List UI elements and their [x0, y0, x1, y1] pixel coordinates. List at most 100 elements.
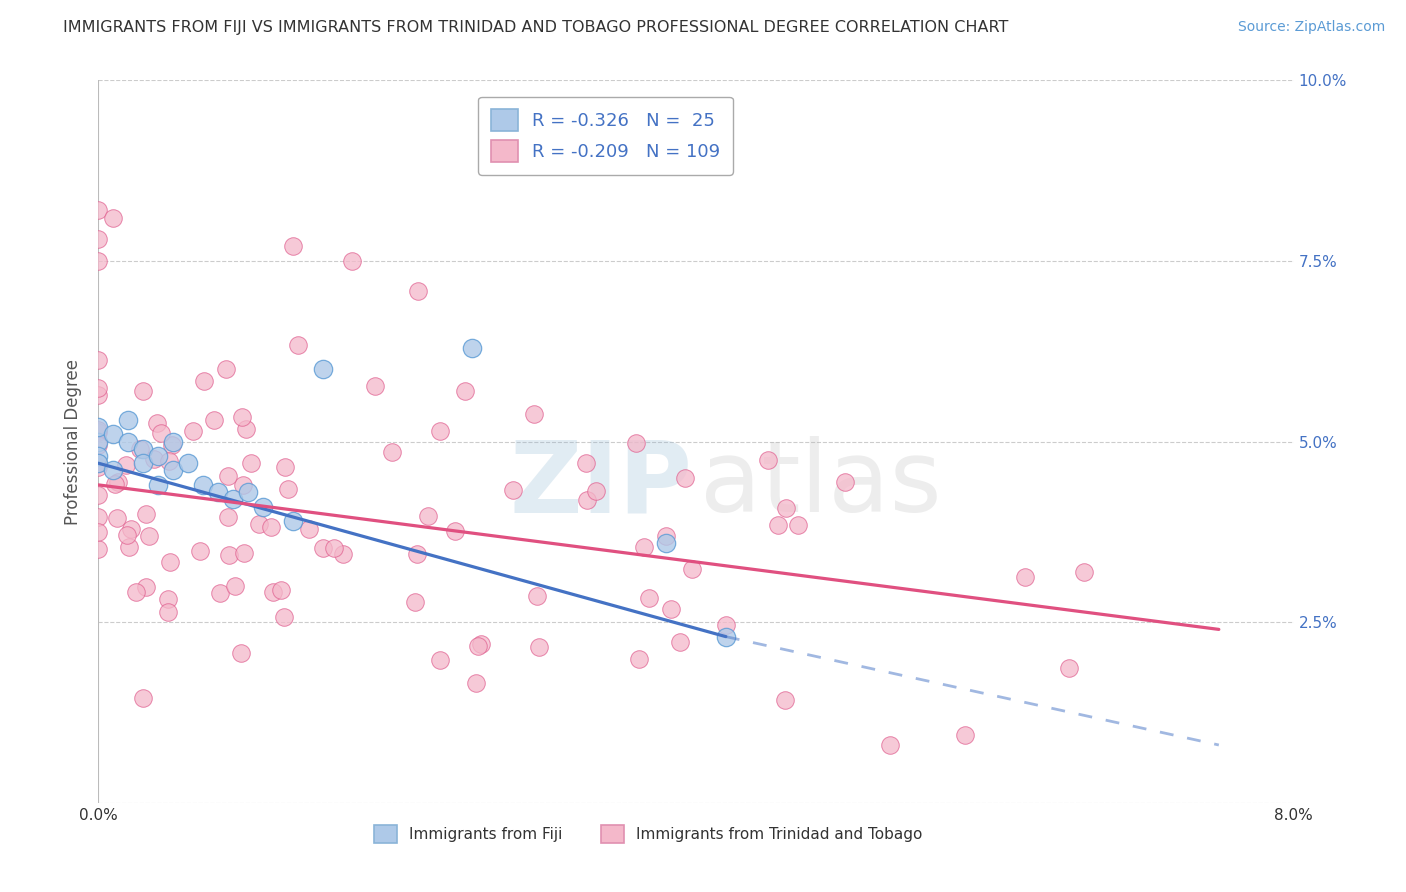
- Point: [229, 646, 252, 660]
- Point: [148, 478, 170, 492]
- Point: [773, 693, 796, 707]
- Point: [132, 384, 155, 398]
- Point: [342, 254, 364, 268]
- Point: [217, 510, 239, 524]
- Point: [87, 387, 110, 401]
- Point: [1073, 565, 1095, 579]
- Text: IMMIGRANTS FROM FIJI VS IMMIGRANTS FROM TRINIDAD AND TOBAGO PROFESSIONAL DEGREE : IMMIGRANTS FROM FIJI VS IMMIGRANTS FROM …: [63, 20, 1008, 35]
- Point: [87, 456, 110, 470]
- Point: [429, 653, 451, 667]
- Point: [585, 483, 607, 498]
- Text: ZIP: ZIP: [509, 436, 692, 533]
- Point: [756, 452, 779, 467]
- Point: [162, 434, 184, 449]
- Point: [262, 585, 284, 599]
- Point: [191, 478, 214, 492]
- Point: [115, 458, 138, 472]
- Point: [523, 407, 546, 421]
- Point: [135, 580, 157, 594]
- Point: [879, 738, 901, 752]
- Text: Source: ZipAtlas.com: Source: ZipAtlas.com: [1237, 20, 1385, 34]
- Point: [270, 582, 292, 597]
- Point: [207, 485, 229, 500]
- Point: [156, 605, 179, 619]
- Point: [87, 434, 110, 449]
- Point: [87, 541, 110, 556]
- Point: [132, 442, 155, 456]
- Point: [162, 463, 184, 477]
- Y-axis label: Professional Degree: Professional Degree: [65, 359, 83, 524]
- Point: [775, 500, 797, 515]
- Point: [115, 527, 138, 541]
- Point: [177, 456, 200, 470]
- Point: [281, 239, 304, 253]
- Point: [626, 435, 648, 450]
- Point: [87, 203, 110, 218]
- Point: [157, 454, 180, 468]
- Point: [575, 456, 598, 470]
- Point: [129, 442, 152, 456]
- Point: [87, 254, 110, 268]
- Point: [120, 522, 142, 536]
- Point: [312, 541, 335, 556]
- Point: [87, 456, 110, 470]
- Point: [87, 488, 110, 502]
- Point: [87, 232, 110, 246]
- Point: [87, 353, 110, 368]
- Point: [429, 424, 451, 438]
- Point: [252, 500, 274, 514]
- Point: [418, 508, 440, 523]
- Point: [281, 514, 304, 528]
- Point: [104, 476, 127, 491]
- Point: [655, 529, 678, 543]
- Point: [156, 592, 179, 607]
- Point: [233, 546, 256, 560]
- Point: [766, 517, 789, 532]
- Point: [444, 524, 467, 538]
- Point: [87, 449, 110, 463]
- Point: [145, 417, 167, 431]
- Point: [222, 492, 245, 507]
- Point: [638, 591, 661, 606]
- Point: [576, 492, 599, 507]
- Point: [953, 728, 976, 742]
- Point: [240, 456, 263, 470]
- Point: [332, 548, 354, 562]
- Point: [1059, 661, 1081, 675]
- Point: [627, 652, 650, 666]
- Point: [103, 211, 125, 225]
- Point: [118, 540, 141, 554]
- Point: [142, 452, 165, 467]
- Point: [323, 541, 346, 555]
- Point: [247, 516, 270, 531]
- Point: [681, 562, 703, 576]
- Point: [181, 425, 204, 439]
- Point: [467, 639, 489, 653]
- Point: [297, 522, 319, 536]
- Point: [107, 475, 129, 489]
- Point: [669, 635, 692, 649]
- Point: [527, 640, 550, 654]
- Point: [235, 422, 257, 436]
- Legend: Immigrants from Fiji, Immigrants from Trinidad and Tobago: Immigrants from Fiji, Immigrants from Tr…: [368, 819, 928, 849]
- Point: [103, 463, 125, 477]
- Point: [87, 438, 110, 452]
- Point: [1014, 570, 1036, 584]
- Point: [218, 548, 240, 562]
- Point: [232, 477, 254, 491]
- Point: [132, 456, 155, 470]
- Point: [160, 438, 183, 452]
- Point: [188, 544, 211, 558]
- Point: [311, 362, 333, 376]
- Point: [148, 449, 170, 463]
- Point: [87, 460, 110, 475]
- Point: [714, 618, 737, 632]
- Point: [834, 475, 856, 490]
- Point: [87, 525, 110, 540]
- Point: [193, 374, 215, 388]
- Point: [453, 384, 475, 398]
- Point: [236, 485, 259, 500]
- Point: [224, 579, 246, 593]
- Point: [87, 420, 110, 434]
- Point: [714, 630, 737, 644]
